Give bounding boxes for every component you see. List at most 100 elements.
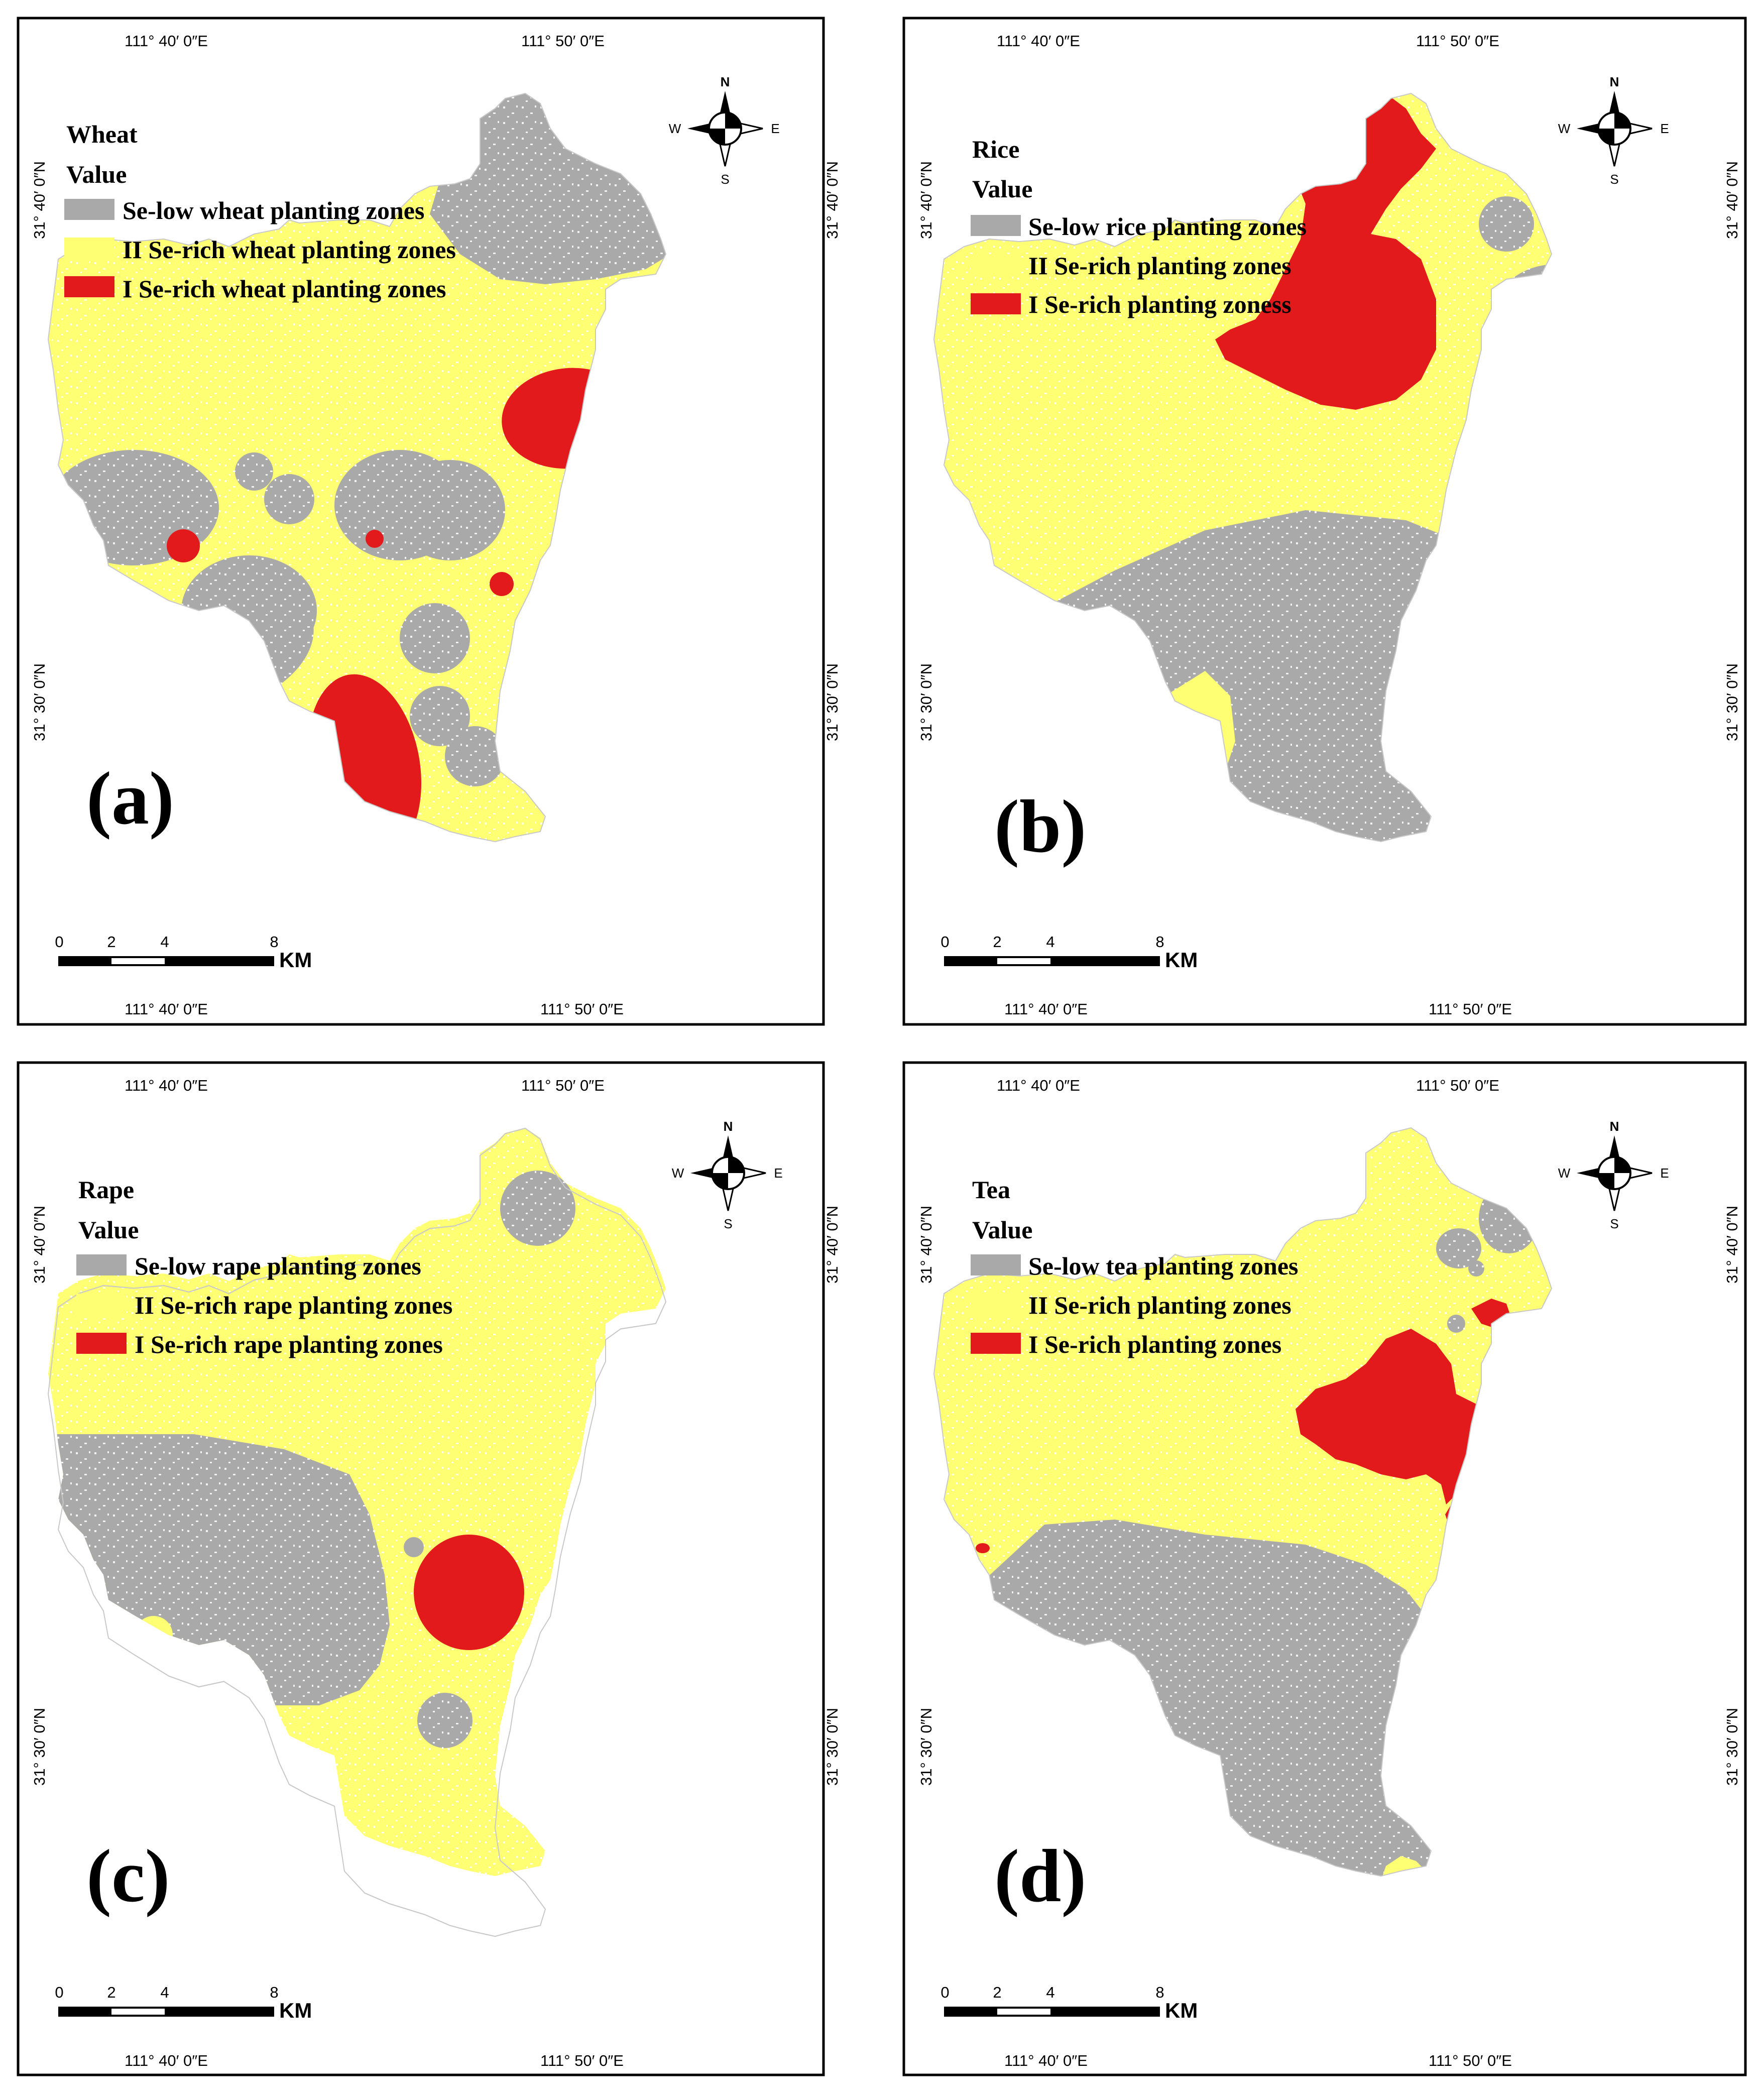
coord-labels: 111° 40′ 0″E 111° 50′ 0″E 111° 40′ 0″E 1… [917, 32, 1741, 1018]
compass-n: N [1610, 1119, 1619, 1134]
compass-s: S [721, 172, 729, 187]
panel-b: 111° 40′ 0″E 111° 50′ 0″E 111° 40′ 0″E 1… [902, 17, 1747, 1026]
coord-labels: 111° 40′ 0″E 111° 50′ 0″E 111° 40′ 0″E 1… [31, 32, 841, 1018]
lat-left-bottom: 31° 30′ 0″N [917, 1708, 935, 1786]
legend-item-rich1: I Se-rich planting zones [1028, 1330, 1281, 1358]
legend-swatch-rich2 [971, 254, 1021, 275]
lat-left-top: 31° 40′ 0″N [31, 161, 48, 239]
lat-left-top: 31° 40′ 0″N [917, 1206, 935, 1284]
legend-item-rich1: I Se-rich rape planting zones [135, 1330, 443, 1358]
compass-w: W [1558, 1166, 1571, 1181]
lon-bottom-right: 111° 50′ 0″E [540, 1000, 624, 1018]
lon-top-left: 111° 40′ 0″E [997, 1077, 1080, 1094]
lat-left-bottom: 31° 30′ 0″N [917, 663, 935, 741]
panel-label: (a) [86, 757, 174, 840]
lat-right-bottom: 31° 30′ 0″N [1723, 1708, 1741, 1786]
scale-bar: 0 2 4 8 KM [940, 933, 1198, 972]
panel-label: (c) [86, 1834, 170, 1918]
legend-value-title: Value [972, 1216, 1032, 1244]
lat-right-bottom: 31° 30′ 0″N [824, 1708, 841, 1786]
lat-right-top: 31° 40′ 0″N [824, 1206, 841, 1284]
compass-e: E [1660, 121, 1669, 136]
scale-label-2: 2 [107, 1984, 115, 2001]
scale-label-4: 4 [160, 933, 169, 951]
legend-item-low: Se-low rice planting zones [1028, 212, 1307, 241]
lon-bottom-left: 111° 40′ 0″E [125, 2052, 208, 2069]
compass-e: E [771, 121, 779, 136]
lon-bottom-left: 111° 40′ 0″E [1004, 2052, 1088, 2069]
scale-unit: KM [279, 948, 312, 972]
legend-swatch-rich1 [971, 293, 1021, 314]
scale-label-0: 0 [940, 933, 949, 951]
compass-w: W [1558, 121, 1571, 136]
lon-bottom-right: 111° 50′ 0″E [1429, 1000, 1512, 1018]
panel-frame [902, 1061, 1747, 2076]
legend-item-low: Se-low tea planting zones [1028, 1252, 1299, 1280]
lon-bottom-right: 111° 50′ 0″E [540, 2052, 624, 2069]
legend-swatch-rich1 [971, 1333, 1021, 1354]
county-map [933, 93, 1552, 842]
panel-frame [17, 17, 825, 1026]
lon-top-right: 111° 50′ 0″E [1416, 32, 1499, 50]
scale-label-0: 0 [55, 1984, 63, 2001]
legend-item-low: Se-low rape planting zones [135, 1252, 421, 1280]
scale-bar: 0 2 4 8 KM [55, 933, 312, 972]
scale-label-2: 2 [107, 933, 115, 951]
legend-swatch-rich2 [76, 1294, 127, 1315]
panel-c: 111° 40′ 0″E 111° 50′ 0″E 111° 40′ 0″E 1… [17, 1061, 841, 2076]
scale-label-4: 4 [1046, 1984, 1054, 2001]
scale-unit: KM [1165, 948, 1198, 972]
compass-w: W [672, 1166, 684, 1181]
panel-frame [902, 17, 1747, 1026]
scale-label-0: 0 [940, 1984, 949, 2001]
legend: Tea Value Se-low tea planting zones II S… [971, 1176, 1299, 1358]
lon-top-right: 111° 50′ 0″E [1416, 1077, 1499, 1094]
scale-label-8: 8 [270, 933, 278, 951]
legend-crop-title: Tea [972, 1176, 1010, 1204]
scale-bar: 0 2 4 8 KM [940, 1984, 1198, 2022]
lon-bottom-left: 111° 40′ 0″E [1004, 1000, 1088, 1018]
compass-n: N [724, 1119, 733, 1134]
legend-swatch-rich2 [64, 238, 114, 259]
legend-item-rich1: I Se-rich planting zoness [1028, 290, 1291, 318]
lon-bottom-left: 111° 40′ 0″E [125, 1000, 208, 1018]
legend-item-rich2: II Se-rich wheat planting zones [123, 236, 456, 264]
legend-swatch-low [64, 199, 114, 220]
legend-crop-title: Rape [78, 1176, 134, 1204]
north-arrow-icon: N S E W [669, 74, 780, 187]
lat-left-bottom: 31° 30′ 0″N [31, 663, 48, 741]
panel-frame [17, 1061, 825, 2076]
legend-crop-title: Rice [972, 135, 1019, 163]
lat-left-top: 31° 40′ 0″N [917, 161, 935, 239]
lon-top-left: 111° 40′ 0″E [997, 32, 1080, 50]
panel-d: 111° 40′ 0″E 111° 50′ 0″E 111° 40′ 0″E 1… [902, 1061, 1747, 2076]
lon-top-right: 111° 50′ 0″E [521, 1077, 605, 1094]
compass-s: S [1610, 1216, 1618, 1231]
scale-label-2: 2 [993, 1984, 1001, 2001]
legend-swatch-rich1 [76, 1333, 127, 1354]
legend-swatch-rich2 [971, 1294, 1021, 1315]
compass-n: N [721, 74, 730, 89]
compass-s: S [724, 1216, 732, 1231]
coord-labels: 111° 40′ 0″E 111° 50′ 0″E 111° 40′ 0″E 1… [31, 1077, 841, 2069]
legend-crop-title: Wheat [66, 120, 138, 148]
legend-swatch-low [971, 215, 1021, 236]
lat-left-bottom: 31° 30′ 0″N [31, 1708, 48, 1786]
north-arrow-icon: N S E W [1558, 1119, 1669, 1231]
legend-item-rich2: II Se-rich planting zones [1028, 1291, 1291, 1319]
scale-unit: KM [279, 1999, 312, 2022]
compass-s: S [1610, 172, 1618, 187]
scale-bar: 0 2 4 8 KM [55, 1984, 312, 2022]
scale-label-2: 2 [993, 933, 1001, 951]
legend-swatch-rich1 [64, 276, 114, 297]
legend-swatch-low [76, 1254, 127, 1275]
scale-label-8: 8 [1155, 1984, 1164, 2001]
scale-unit: KM [1165, 1999, 1198, 2022]
legend: Rice Value Se-low rice planting zones II… [971, 135, 1307, 318]
scale-label-0: 0 [55, 933, 63, 951]
legend-swatch-low [971, 1254, 1021, 1275]
panel-a: 111° 40′ 0″E 111° 50′ 0″E 111° 40′ 0″E 1… [17, 17, 841, 1026]
legend-item-rich2: II Se-rich planting zones [1028, 252, 1291, 280]
scale-label-4: 4 [1046, 933, 1054, 951]
